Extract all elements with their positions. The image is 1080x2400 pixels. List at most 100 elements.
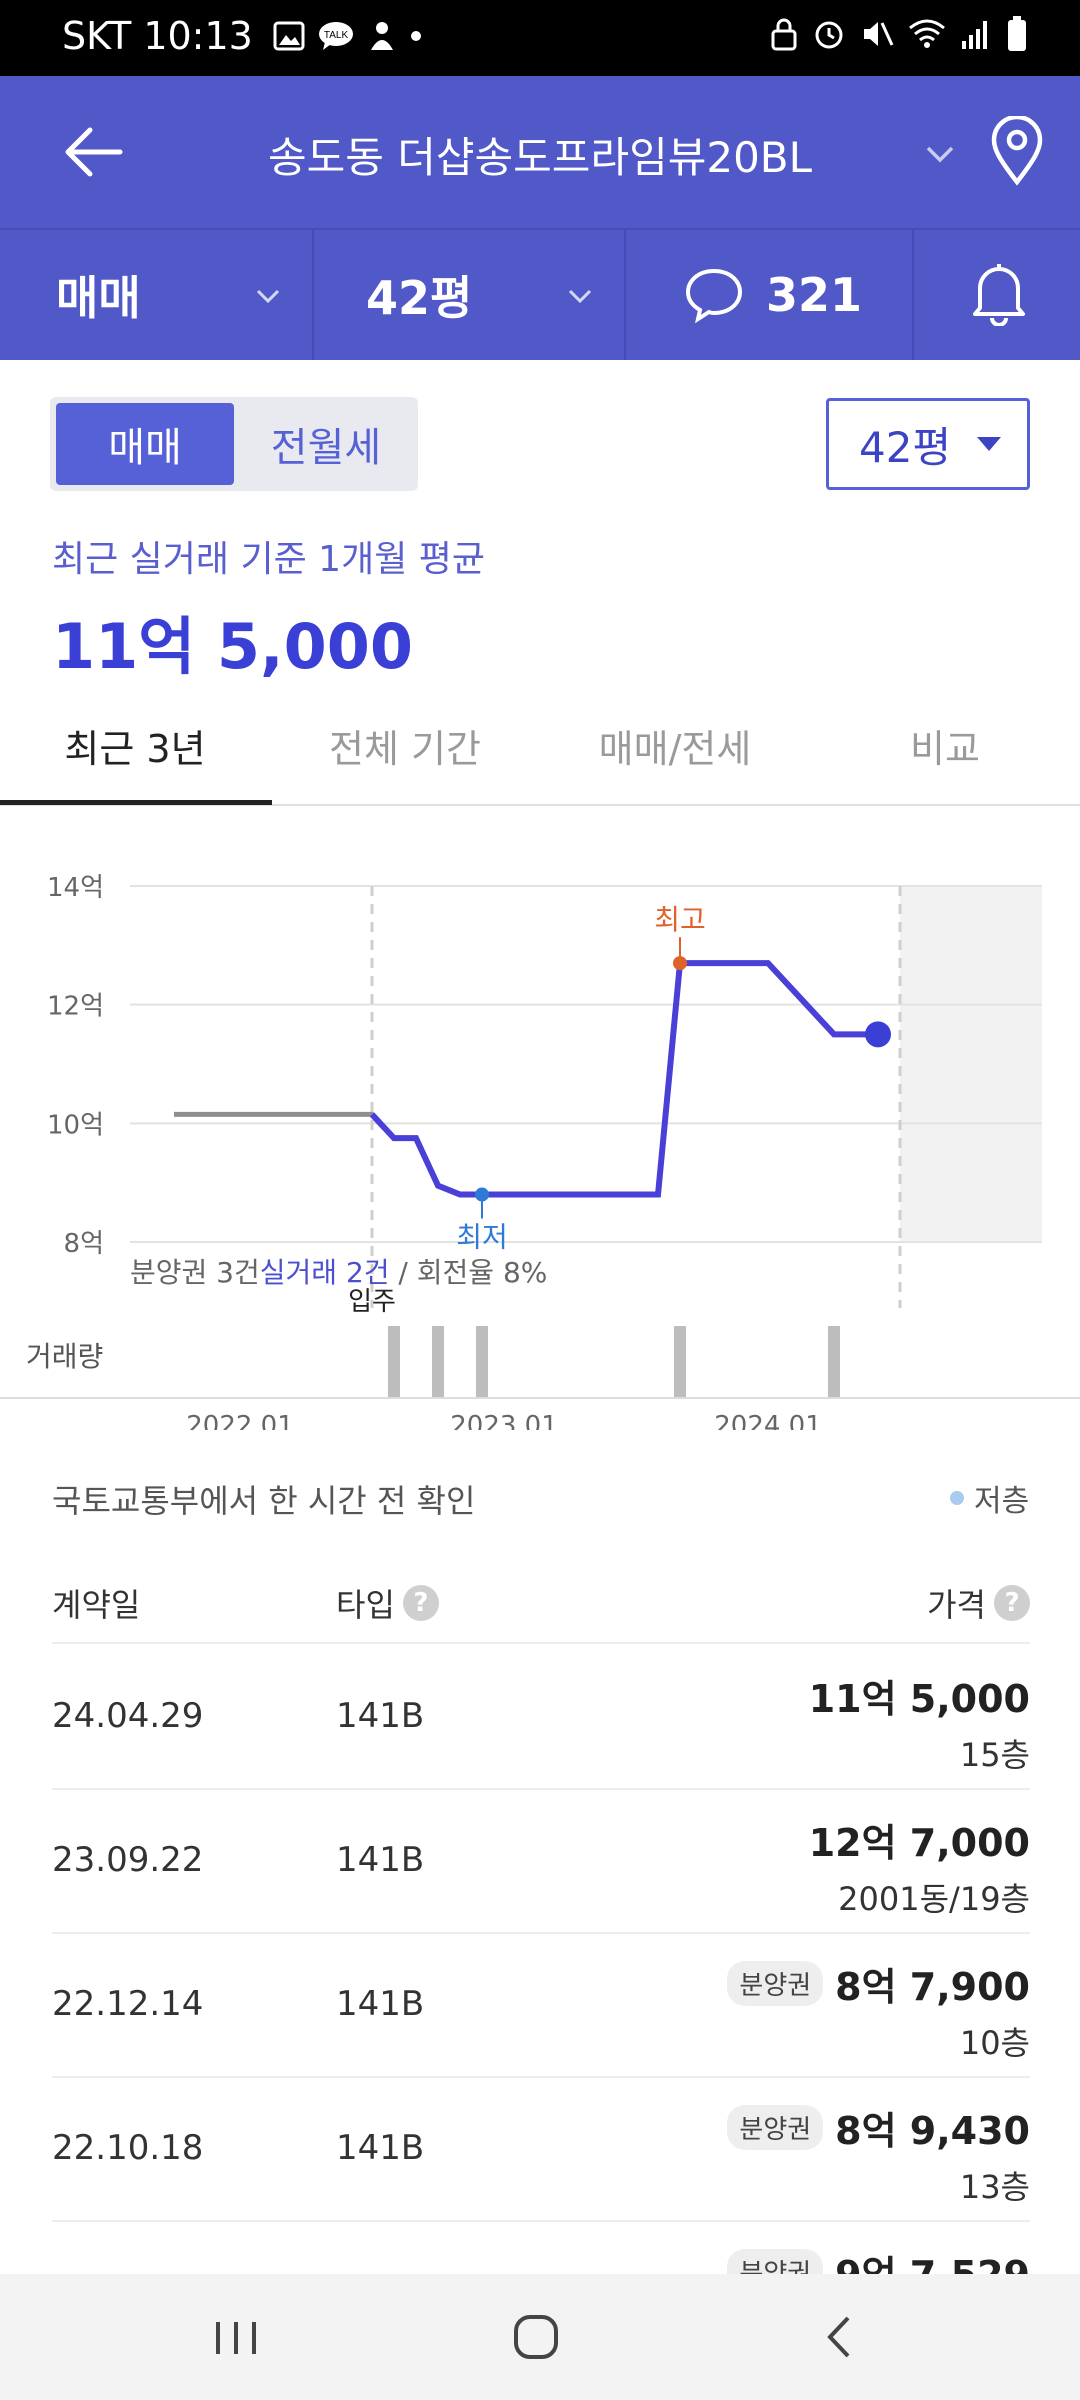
header-price: 가격 ? [927, 1580, 1030, 1626]
divider [312, 230, 314, 360]
help-icon[interactable]: ? [994, 1585, 1030, 1621]
row-type: 141B [336, 1696, 425, 1736]
back-arrow-icon[interactable] [58, 120, 128, 184]
active-tab-indicator [0, 800, 272, 805]
deal-type-label: 매매 [56, 271, 141, 325]
presale-badge: 분양권 [727, 2105, 824, 2150]
y-tick-label: 10억 [47, 1110, 104, 1140]
bell-icon[interactable] [970, 260, 1028, 326]
header-type: 타입 ? [336, 1580, 439, 1626]
home-icon[interactable] [496, 2304, 576, 2370]
data-source-notice: 국토교통부에서 한 시간 전 확인 [52, 1482, 476, 1520]
size-select[interactable]: 42평 [826, 398, 1030, 490]
header-price-label: 가격 [927, 1586, 986, 1624]
note-presale: 분양권 3건 [130, 1256, 260, 1289]
status-left: SKT 10:13 TALK [62, 14, 423, 58]
talk-icon: TALK [318, 22, 353, 50]
row-type: 141B [336, 1984, 425, 2024]
high-label: 최고 [654, 903, 706, 936]
row-date: 24.04.29 [52, 1696, 204, 1736]
row-date: 22.10.18 [52, 2128, 204, 2168]
complex-title[interactable]: 송도동 더샵송도프라임뷰20BL [267, 133, 813, 182]
row-price: 12억 7,000 [808, 1821, 1030, 1865]
row-floor: 15층 [959, 1736, 1030, 1774]
row-price: 8억 9,430 [835, 2109, 1030, 2153]
gallery-icon [273, 21, 305, 51]
row-date: 23.09.22 [52, 1840, 204, 1880]
comment-count: 321 [766, 268, 863, 322]
size-select-value: 42평 [859, 422, 952, 472]
grid [130, 885, 1042, 1243]
latest-point[interactable] [865, 1021, 891, 1048]
row-floor: 2001동/19층 [838, 1880, 1030, 1918]
tab-compare[interactable]: 비교 [910, 727, 980, 771]
size-dropdown[interactable]: 42평 [366, 230, 566, 360]
row-floor: 10층 [959, 2024, 1030, 2062]
note-rate: / 회전율 8% [390, 1256, 548, 1289]
row-floor: 13층 [959, 2168, 1030, 2206]
x-tick-label: 2023.01 [450, 1411, 558, 1430]
row-price: 11억 5,000 [808, 1677, 1030, 1721]
header-date: 계약일 [52, 1586, 141, 1624]
help-icon[interactable]: ? [402, 1585, 439, 1621]
volume-bar [432, 1326, 444, 1398]
legend-low-label: 저층 [974, 1484, 1030, 1519]
tab-recent-3y[interactable]: 최근 3년 [64, 727, 206, 771]
volume-bar [828, 1326, 840, 1398]
back-icon[interactable] [800, 2304, 880, 2370]
dot-icon [410, 31, 421, 41]
table-row[interactable]: 22.12.14 141B 분양권 8억 7,900 10층 [52, 1934, 1030, 2078]
deal-type-toggle: 매매 전월세 [50, 397, 418, 491]
carrier: SKT [62, 14, 132, 58]
turnover-note: 분양권 3건실거래 2건 / 회전율 8% [130, 1256, 547, 1289]
table-row[interactable]: 22.10.18 141B 분양권 8억 9,430 13층 [52, 2078, 1030, 2222]
row-date: 22.12.14 [52, 1984, 204, 2024]
divider [912, 230, 914, 360]
high-point[interactable] [673, 956, 687, 971]
average-label: 최근 실거래 기준 1개월 평균 [52, 539, 485, 580]
clock: 10:13 [143, 14, 253, 58]
chevron-down-icon[interactable] [920, 134, 960, 174]
legend-dot [950, 1491, 964, 1505]
lock-icon [771, 18, 797, 51]
system-nav-bar [0, 2274, 1080, 2400]
future-shade [900, 886, 1042, 1242]
actual-price-line [369, 960, 878, 1198]
status-right [770, 16, 1028, 52]
low-floor-legend: 저층 [950, 1476, 1029, 1520]
size-label: 42평 [366, 271, 473, 325]
volume-bar [476, 1326, 488, 1398]
table-row[interactable]: 24.04.29 141B 11억 5,000 15층 [52, 1646, 1030, 1790]
toggle-sale[interactable]: 매매 [56, 403, 234, 485]
filter-bar: 매매 42평 321 [0, 228, 1080, 360]
toggle-rent[interactable]: 전월세 [270, 425, 382, 471]
deal-type-dropdown[interactable]: 매매 [56, 230, 286, 360]
presale-badge: 분양권 [727, 1961, 824, 2006]
svg-text:TALK: TALK [324, 30, 349, 41]
volume-bars [388, 1326, 840, 1398]
recent-apps-icon[interactable] [196, 2304, 276, 2370]
volume-label: 거래량 [26, 1340, 103, 1373]
chevron-down-icon [256, 289, 280, 304]
tab-all-period[interactable]: 전체 기간 [329, 727, 481, 771]
alarm-icon [815, 21, 843, 49]
x-tick-label: 2022.01 [186, 1411, 294, 1430]
low-point[interactable] [475, 1187, 489, 1202]
chevron-down-icon [568, 289, 592, 304]
tab-sale-jeonse[interactable]: 매매/전세 [598, 727, 752, 771]
x-axis: 2022.01 2023.01 2024.01 [186, 1411, 822, 1430]
table-row[interactable]: 23.09.22 141B 12억 7,000 2001동/19층 [52, 1790, 1030, 1934]
map-pin-icon[interactable] [990, 116, 1044, 186]
period-tabs: 최근 3년 전체 기간 매매/전세 비교 [0, 700, 1080, 806]
divider [624, 230, 626, 360]
header-type-label: 타입 [336, 1586, 395, 1624]
app-header: 송도동 더샵송도프라임뷰20BL [0, 76, 1080, 228]
battery-icon [1008, 16, 1026, 51]
note-actual: 실거래 2건 [260, 1256, 390, 1289]
comments-button[interactable]: 321 [684, 230, 904, 360]
mute-icon [864, 22, 894, 46]
volume-bar [674, 1326, 686, 1398]
caret-down-icon [977, 437, 1001, 451]
y-axis: 14억 12억 10억 8억 [47, 873, 104, 1259]
